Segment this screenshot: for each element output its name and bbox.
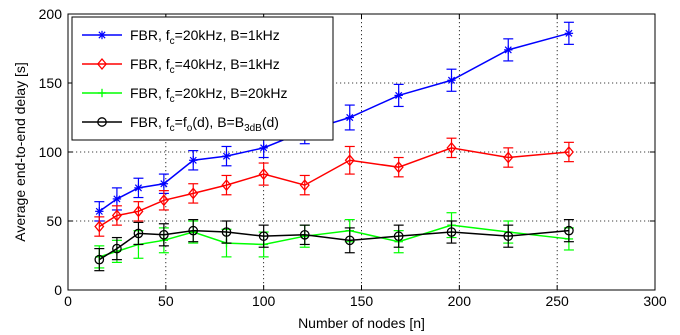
diamond-marker <box>563 145 574 159</box>
legend-label: FBR, fc=40kHz, B=1kHz <box>130 56 280 76</box>
y-tick-label: 100 <box>39 144 63 160</box>
x-tick-label: 50 <box>158 293 174 309</box>
circle-marker <box>221 227 232 237</box>
diamond-marker <box>258 168 269 181</box>
legend-text: FBR, f <box>130 27 170 43</box>
star-marker-part <box>346 113 354 122</box>
circle-marker <box>112 243 122 254</box>
ticks: 0 50 100 150 200 250 300 0 50 100 150 200 <box>39 6 667 309</box>
circle-marker <box>299 229 310 240</box>
legend-text: (d) <box>262 114 279 130</box>
legend-item-4: FBR, fc=fo(d), B=B3dB(d) <box>82 114 279 134</box>
x-tick-label: 250 <box>545 293 569 309</box>
diamond-marker <box>94 220 105 233</box>
legend-subscript: c <box>170 123 175 134</box>
legend-subscript: o <box>187 123 193 134</box>
star-marker-part <box>260 144 268 152</box>
grid-lines <box>68 14 655 290</box>
legend-text: FBR, f <box>130 114 170 130</box>
star-marker-part <box>504 46 512 54</box>
legend-subscript: 3dB <box>244 123 262 134</box>
legend-label: FBR, fc=20kHz, B=1kHz <box>130 27 280 47</box>
star-marker-part <box>95 207 103 215</box>
legend-box <box>71 16 334 141</box>
y-tick-label: 0 <box>54 282 62 298</box>
diamond-marker <box>158 194 169 207</box>
legend-text: =20kHz, B=1kHz <box>175 27 280 43</box>
legend-subscript: c <box>170 94 175 105</box>
legend-text: =20kHz, B=20kHz <box>175 85 288 101</box>
legend-subscript: c <box>170 65 175 76</box>
diamond-marker <box>446 141 457 154</box>
star-marker-part <box>395 91 403 99</box>
legend-subscript: c <box>170 36 175 47</box>
legend-text: FBR, f <box>130 56 170 72</box>
circle-marker <box>97 117 107 127</box>
star-marker-part <box>134 184 143 192</box>
diamond-marker <box>96 57 108 71</box>
diamond-marker <box>344 154 355 167</box>
star-marker-part <box>113 195 121 203</box>
y-axis-label: Average end-to-end delay [s] <box>12 62 28 242</box>
legend-text: (d), B=B <box>192 114 244 130</box>
y-tick-label: 200 <box>39 6 63 22</box>
x-tick-label: 300 <box>643 293 667 309</box>
legend-item-2: FBR, fc=40kHz, B=1kHz <box>82 56 280 76</box>
circle-marker <box>393 231 404 242</box>
legend-item-1: FBR, fc=20kHz, B=1kHz <box>82 27 280 47</box>
circle-marker <box>133 228 144 239</box>
diamond-marker <box>133 205 144 218</box>
legend-label: FBR, fc=fo(d), B=B3dB(d) <box>130 114 279 134</box>
circle-marker <box>503 231 514 242</box>
diamond-marker <box>221 179 232 192</box>
diamond-marker <box>393 161 404 174</box>
star-marker-part <box>565 29 573 37</box>
diamond-marker <box>503 151 514 164</box>
legend-label: FBR, fc=20kHz, B=20kHz <box>130 85 288 105</box>
x-tick-label: 200 <box>448 293 472 309</box>
plot-area: 0 50 100 150 200 250 300 0 50 100 150 200 Number of … <box>12 6 667 331</box>
series-2 <box>94 137 574 237</box>
star-marker-part <box>160 180 168 188</box>
star-marker-part <box>447 76 456 84</box>
circle-marker <box>94 254 105 265</box>
x-axis-label: Number of nodes [n] <box>298 315 425 331</box>
circle-marker <box>159 229 169 240</box>
x-tick-label: 100 <box>252 293 276 309</box>
star-marker-part <box>222 152 231 160</box>
series-line <box>98 147 569 228</box>
series-line <box>98 229 569 261</box>
circle-marker <box>188 225 199 236</box>
legend-text: =40kHz, B=1kHz <box>175 56 280 72</box>
circle-marker <box>258 231 269 242</box>
y-tick-label: 150 <box>39 75 63 91</box>
series-4 <box>94 219 574 272</box>
circle-marker <box>446 227 457 237</box>
diamond-marker <box>299 179 310 192</box>
x-tick-label: 150 <box>350 293 374 309</box>
star-marker-part <box>98 31 106 39</box>
y-tick-label: 50 <box>46 213 62 229</box>
x-tick-label: 0 <box>64 293 72 309</box>
legend-text: =f <box>175 114 187 130</box>
circle-marker <box>344 235 355 246</box>
legend-text: FBR, f <box>130 85 170 101</box>
circle-marker <box>564 225 574 236</box>
diamond-marker <box>188 187 199 200</box>
star-marker-part <box>189 156 197 164</box>
legend-item-3: FBR, fc=20kHz, B=20kHz <box>82 85 288 105</box>
diamond-marker <box>111 209 122 222</box>
